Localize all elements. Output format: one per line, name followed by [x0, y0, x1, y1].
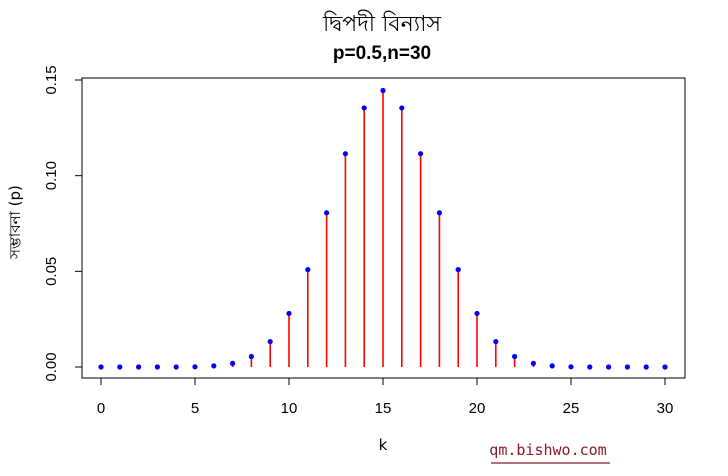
data-point	[380, 87, 386, 94]
x-tick-label: 30	[657, 400, 674, 417]
chart-title: দ্বিপদী বিন্যাস	[322, 10, 442, 37]
y-axis-label: সম্ভাবনা (p)	[6, 185, 24, 260]
data-point	[568, 364, 574, 370]
data-point	[211, 363, 217, 369]
chart-subtitle: p=0.5,n=30	[333, 43, 431, 64]
x-tick-label: 25	[563, 400, 580, 417]
data-point	[230, 360, 236, 366]
data-point	[511, 353, 518, 360]
x-tick-label: 20	[469, 400, 486, 417]
data-point	[624, 364, 631, 370]
data-point	[606, 364, 612, 370]
data-point	[587, 364, 593, 370]
data-point	[117, 364, 123, 370]
points	[98, 87, 668, 370]
data-point	[399, 105, 405, 111]
data-point	[493, 338, 499, 345]
data-point	[286, 310, 292, 317]
watermark: qm.bishwo.com	[489, 441, 606, 459]
data-point	[418, 151, 424, 157]
x-tick-label: 15	[375, 400, 392, 417]
data-point	[549, 363, 555, 369]
data-point	[192, 364, 198, 370]
data-point	[154, 364, 160, 370]
data-point	[662, 364, 668, 370]
x-tick-label: 10	[281, 400, 298, 417]
data-point	[455, 267, 461, 273]
x-axis-label: k	[379, 436, 388, 454]
data-point	[342, 151, 348, 157]
y-tick-label: 0.05	[43, 257, 60, 286]
y-tick-label: 0.10	[43, 161, 60, 190]
x-tick-label: 0	[97, 400, 105, 417]
y-tick-label: 0.00	[43, 352, 60, 381]
data-point	[436, 210, 442, 216]
data-point	[173, 364, 179, 370]
data-point	[474, 310, 480, 317]
data-point	[643, 364, 649, 370]
x-axis: 0 5 10 15 20 25 30	[97, 377, 674, 417]
y-tick-label: 0.15	[43, 65, 60, 94]
y-axis: 0.00 0.05 0.10 0.15	[43, 65, 83, 382]
data-point	[267, 338, 273, 345]
data-point	[98, 364, 104, 370]
data-point	[530, 360, 537, 366]
data-point	[324, 210, 330, 216]
data-point	[361, 105, 367, 111]
stems	[194, 90, 572, 367]
data-point	[305, 267, 311, 273]
x-tick-label: 5	[191, 400, 199, 417]
data-point	[248, 353, 254, 360]
data-point	[136, 364, 142, 370]
